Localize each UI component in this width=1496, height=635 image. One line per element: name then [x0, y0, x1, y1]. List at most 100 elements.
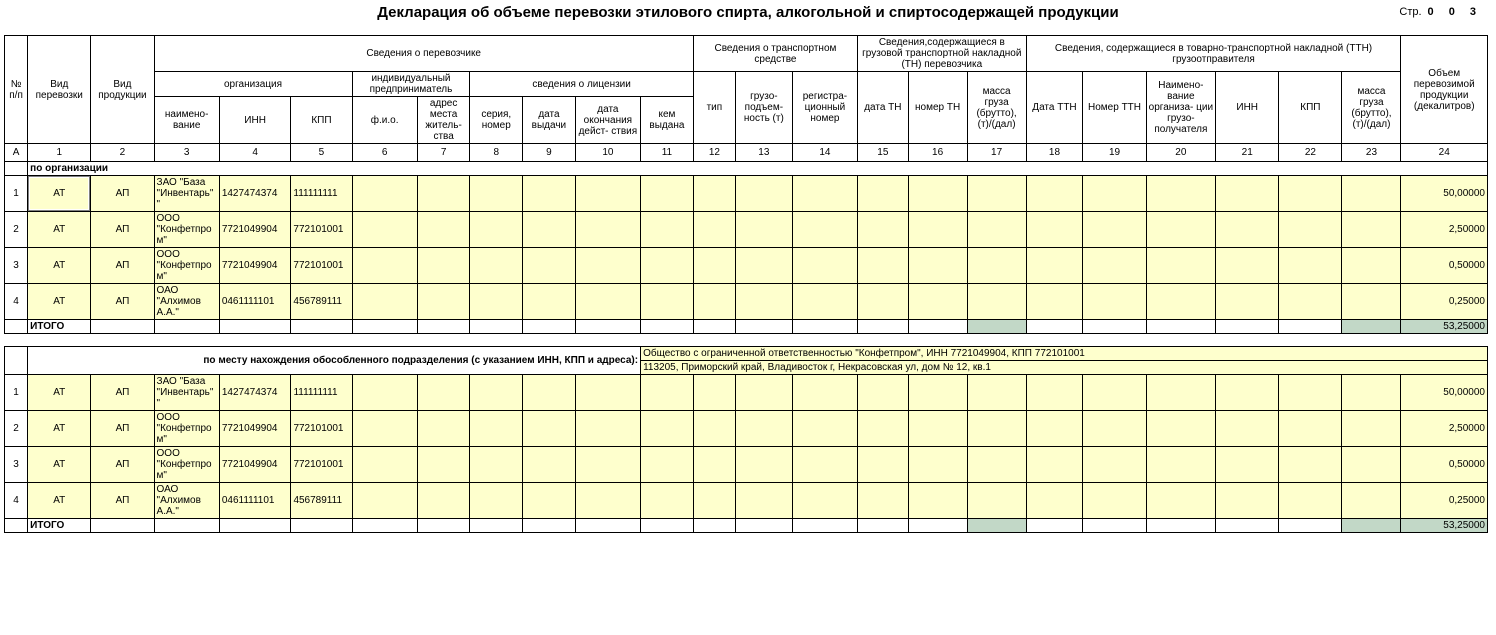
cell-empty[interactable]: [792, 447, 857, 483]
cell-vid-perevozki[interactable]: АТ: [28, 375, 91, 411]
cell-empty[interactable]: [470, 176, 523, 212]
cell-empty[interactable]: [858, 375, 909, 411]
cell-empty[interactable]: [1083, 447, 1146, 483]
cell-empty[interactable]: [1342, 176, 1401, 212]
cell-empty[interactable]: [1026, 248, 1083, 284]
cell-empty[interactable]: [693, 447, 735, 483]
cell-volume[interactable]: 50,00000: [1401, 176, 1488, 212]
cell-empty[interactable]: [967, 248, 1026, 284]
cell-empty[interactable]: [908, 248, 967, 284]
cell-empty[interactable]: [352, 447, 417, 483]
cell-empty[interactable]: [1342, 447, 1401, 483]
cell-empty[interactable]: [470, 375, 523, 411]
cell-empty[interactable]: [1083, 483, 1146, 519]
cell-inn[interactable]: 0461111101: [219, 284, 291, 320]
cell-empty[interactable]: [792, 411, 857, 447]
cell-volume[interactable]: 0,25000: [1401, 284, 1488, 320]
cell-empty[interactable]: [641, 447, 694, 483]
cell-empty[interactable]: [641, 411, 694, 447]
cell-vid-produkcii[interactable]: АП: [91, 375, 154, 411]
cell-empty[interactable]: [735, 284, 792, 320]
cell-empty[interactable]: [352, 375, 417, 411]
cell-empty[interactable]: [1026, 411, 1083, 447]
cell-org-name[interactable]: ООО "Конфетпром": [154, 212, 219, 248]
cell-empty[interactable]: [1083, 248, 1146, 284]
cell-empty[interactable]: [1342, 284, 1401, 320]
cell-kpp[interactable]: 772101001: [291, 248, 352, 284]
cell-empty[interactable]: [575, 212, 640, 248]
cell-empty[interactable]: [1342, 248, 1401, 284]
cell-volume[interactable]: 2,50000: [1401, 411, 1488, 447]
cell-volume[interactable]: 2,50000: [1401, 212, 1488, 248]
cell-empty[interactable]: [417, 212, 470, 248]
cell-empty[interactable]: [1146, 411, 1216, 447]
cell-kpp[interactable]: 772101001: [291, 411, 352, 447]
cell-empty[interactable]: [735, 176, 792, 212]
cell-empty[interactable]: [523, 411, 576, 447]
cell-empty[interactable]: [967, 375, 1026, 411]
cell-empty[interactable]: [792, 375, 857, 411]
cell-empty[interactable]: [1083, 411, 1146, 447]
cell-empty[interactable]: [575, 284, 640, 320]
cell-empty[interactable]: [858, 176, 909, 212]
cell-empty[interactable]: [470, 212, 523, 248]
cell-empty[interactable]: [641, 212, 694, 248]
cell-empty[interactable]: [908, 447, 967, 483]
cell-empty[interactable]: [523, 284, 576, 320]
cell-empty[interactable]: [735, 411, 792, 447]
cell-kpp[interactable]: 772101001: [291, 212, 352, 248]
cell-empty[interactable]: [1342, 212, 1401, 248]
cell-volume[interactable]: 0,50000: [1401, 248, 1488, 284]
cell-empty[interactable]: [908, 483, 967, 519]
cell-empty[interactable]: [1279, 411, 1342, 447]
cell-empty[interactable]: [523, 248, 576, 284]
cell-empty[interactable]: [417, 411, 470, 447]
cell-empty[interactable]: [792, 284, 857, 320]
cell-empty[interactable]: [1216, 375, 1279, 411]
cell-empty[interactable]: [1026, 375, 1083, 411]
cell-empty[interactable]: [693, 411, 735, 447]
cell-empty[interactable]: [1342, 411, 1401, 447]
cell-empty[interactable]: [1026, 176, 1083, 212]
cell-empty[interactable]: [858, 447, 909, 483]
cell-empty[interactable]: [693, 375, 735, 411]
cell-empty[interactable]: [1216, 284, 1279, 320]
cell-empty[interactable]: [523, 375, 576, 411]
cell-empty[interactable]: [470, 284, 523, 320]
cell-kpp[interactable]: 111111111: [291, 375, 352, 411]
cell-empty[interactable]: [1146, 284, 1216, 320]
cell-empty[interactable]: [575, 447, 640, 483]
cell-empty[interactable]: [693, 248, 735, 284]
cell-empty[interactable]: [417, 284, 470, 320]
cell-vid-produkcii[interactable]: АП: [91, 483, 154, 519]
cell-empty[interactable]: [693, 212, 735, 248]
cell-empty[interactable]: [967, 212, 1026, 248]
cell-empty[interactable]: [575, 411, 640, 447]
cell-empty[interactable]: [523, 447, 576, 483]
cell-empty[interactable]: [352, 212, 417, 248]
cell-org-name[interactable]: ООО "Конфетпром": [154, 447, 219, 483]
cell-org-name[interactable]: ООО "Конфетпром": [154, 411, 219, 447]
cell-empty[interactable]: [792, 483, 857, 519]
cell-empty[interactable]: [575, 375, 640, 411]
cell-empty[interactable]: [1216, 248, 1279, 284]
cell-empty[interactable]: [792, 248, 857, 284]
cell-vid-produkcii[interactable]: АП: [91, 411, 154, 447]
cell-vid-produkcii[interactable]: АП: [91, 447, 154, 483]
cell-empty[interactable]: [1279, 447, 1342, 483]
cell-empty[interactable]: [967, 447, 1026, 483]
cell-empty[interactable]: [908, 284, 967, 320]
cell-empty[interactable]: [641, 284, 694, 320]
cell-empty[interactable]: [967, 483, 1026, 519]
cell-vid-perevozki[interactable]: АТ: [28, 176, 91, 212]
cell-empty[interactable]: [523, 176, 576, 212]
cell-empty[interactable]: [417, 483, 470, 519]
cell-vid-perevozki[interactable]: АТ: [28, 212, 91, 248]
cell-empty[interactable]: [1026, 284, 1083, 320]
cell-empty[interactable]: [470, 447, 523, 483]
cell-empty[interactable]: [417, 248, 470, 284]
cell-empty[interactable]: [858, 248, 909, 284]
cell-vid-perevozki[interactable]: АТ: [28, 447, 91, 483]
cell-empty[interactable]: [523, 212, 576, 248]
cell-empty[interactable]: [575, 483, 640, 519]
